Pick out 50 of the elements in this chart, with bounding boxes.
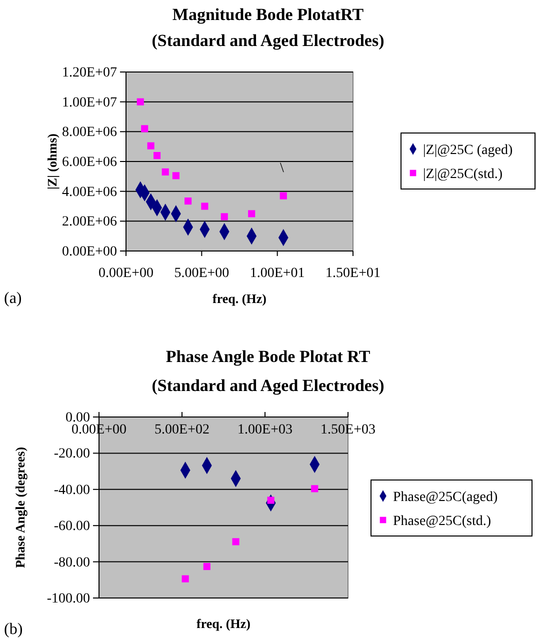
chart-title: Phase Angle Bode Plotat RT — [166, 347, 371, 366]
point — [162, 168, 169, 176]
annotation: \ — [280, 161, 284, 176]
point — [248, 210, 256, 218]
x-tick-label: 5.00E+00 — [174, 266, 230, 282]
point — [141, 125, 148, 132]
point — [280, 192, 287, 200]
x-tick-label: 1.50E+03 — [320, 422, 376, 438]
y-tick-label: 1.20E+07 — [62, 65, 117, 80]
y-tick-label: -80.00 — [54, 555, 90, 570]
point — [220, 213, 228, 220]
y-tick-label: 2.00E+06 — [62, 214, 117, 230]
legend-label: |Z|@25C(std.) — [423, 166, 503, 182]
x-axis-title: freq. (Hz) — [196, 616, 250, 631]
chart-title: Magnitude Bode PlotatRT — [172, 5, 364, 24]
chart-subtitle: (Standard and Aged Electrodes) — [152, 31, 384, 50]
x-tick-label: 0.00E+00 — [98, 266, 154, 282]
text: (b) — [4, 621, 23, 638]
point — [203, 562, 210, 570]
legend-label: Phase@25C(std.) — [393, 514, 492, 529]
legend-label: Phase@25C(aged) — [393, 490, 498, 505]
legend-label: |Z|@25C (aged) — [423, 142, 513, 158]
point — [184, 197, 192, 205]
y-tick-label: 0.00E+00 — [62, 244, 117, 260]
point — [201, 202, 208, 210]
y-tick-label: -60.00 — [54, 519, 90, 534]
y-tick-label: 6.00E+06 — [62, 154, 117, 170]
point — [182, 575, 189, 582]
y-tick-label: 8.00E+06 — [62, 125, 117, 140]
chart-subtitle: (Standard and Aged Electrodes) — [152, 376, 384, 395]
text: (a) — [4, 290, 22, 307]
point — [153, 152, 161, 160]
point — [147, 142, 154, 150]
y-tick-label: -40.00 — [54, 482, 90, 498]
point — [232, 538, 240, 546]
x-tick-label: 5.00E+02 — [154, 422, 210, 438]
x-axis-title: freq. (Hz) — [212, 291, 266, 306]
y-tick-label: 0.00 — [66, 410, 90, 426]
x-tick-label: 1.00E+01 — [250, 266, 305, 282]
point — [136, 98, 144, 106]
x-tick-label: 1.00E+03 — [238, 422, 292, 438]
x-tick-label: 1.50E+01 — [326, 266, 380, 282]
y-tick-label: -20.00 — [54, 446, 90, 462]
point — [311, 485, 318, 492]
y-tick-label: -100.00 — [46, 591, 90, 606]
y-axis-title: Phase Angle (degrees) — [12, 446, 28, 568]
y-tick-label: 1.00E+07 — [62, 95, 117, 110]
y-tick-label: 4.00E+06 — [62, 184, 117, 200]
point — [172, 172, 180, 180]
y-axis-title: |Z| (ohms) — [44, 134, 60, 190]
